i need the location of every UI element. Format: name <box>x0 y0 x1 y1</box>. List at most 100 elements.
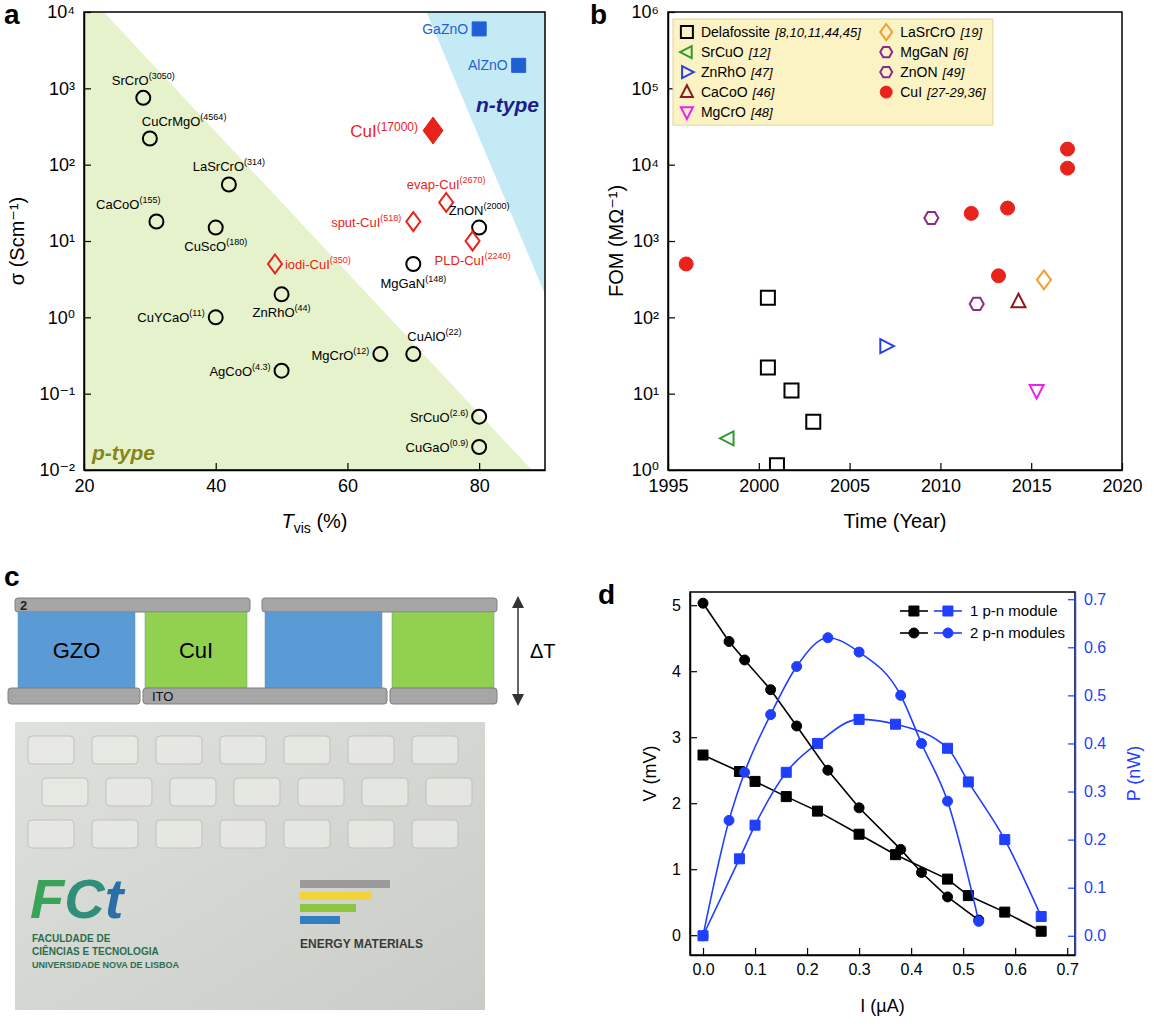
point-label-name: evap-CuI <box>407 177 460 192</box>
y2-axis-tick: 0.4 <box>1068 735 1106 752</box>
x-axis-tick-mark <box>963 948 964 955</box>
data-point <box>781 767 791 777</box>
data-point <box>143 132 157 146</box>
legend-marker <box>909 606 919 616</box>
data-line <box>703 638 979 936</box>
legend-name: MgCrO <box>701 104 746 120</box>
legend-item: ZnON[49] <box>880 64 964 80</box>
data-point <box>1036 926 1046 936</box>
material-block <box>145 612 247 688</box>
y2-axis-title: P (nW) <box>1124 746 1144 802</box>
x-axis-tick-mark <box>1122 463 1123 470</box>
y2-axis-tick-mark <box>1068 936 1075 937</box>
panel-b: 19952000200520102015202010⁰10¹10²10³10⁴1… <box>590 0 1143 532</box>
y2-axis-tick-mark <box>1068 695 1075 696</box>
y-axis-tick: 10⁻¹ <box>39 384 91 404</box>
x-axis-tick-label: 0.6 <box>1005 961 1027 978</box>
y-axis-tick-label: 4 <box>672 663 681 680</box>
data-point <box>209 310 223 324</box>
data-point <box>943 796 953 806</box>
data-point <box>512 58 526 72</box>
y2-axis-tick: 0.2 <box>1068 831 1106 848</box>
top-electrode <box>262 598 497 612</box>
legend-marker <box>681 107 693 119</box>
data-point <box>724 637 734 647</box>
photo-pad <box>106 778 152 806</box>
legend-item: MgGaN[6] <box>880 44 968 60</box>
point-label: SrCuO(2.6) <box>410 408 468 425</box>
data-point <box>406 347 420 361</box>
data-point <box>792 662 802 672</box>
legend-label: Delafossite[8,10,11,44,45] <box>701 24 861 40</box>
x-axis-tick-label: 80 <box>470 476 490 496</box>
x-axis-tick-mark <box>216 463 217 470</box>
x-axis-tick-mark <box>849 463 850 470</box>
legend-marker <box>682 66 694 78</box>
layer-mark: 2 <box>20 598 27 613</box>
point-label-note: (314) <box>244 157 265 167</box>
legend-name: LaSrCrO <box>900 24 955 40</box>
y2-axis-line <box>1075 593 1077 956</box>
x-axis: 20406080 <box>74 463 545 496</box>
point-label-name: GaZnO <box>422 21 468 37</box>
point-label: MgGaN(148) <box>380 274 446 291</box>
logo-stripe <box>300 892 372 900</box>
data-point <box>992 269 1006 283</box>
photo-pad <box>156 736 202 764</box>
plot-area <box>698 598 1046 941</box>
y-axis-tick-mark <box>690 671 697 672</box>
point-label-name: SrCuO <box>410 410 450 425</box>
photo-pad <box>92 736 138 764</box>
y-axis-tick-mark <box>690 935 697 936</box>
data-point <box>891 719 901 729</box>
x-axis-tick-mark <box>1031 463 1032 470</box>
y-axis-title: σ (Scm⁻¹) <box>6 197 28 285</box>
x-axis-tick: 80 <box>470 463 490 496</box>
data-point <box>209 221 223 235</box>
data-point <box>806 415 820 429</box>
legend-marker <box>681 85 693 97</box>
point-label: AlZnO <box>468 57 508 73</box>
y2-axis-tick-mark <box>1068 599 1075 600</box>
x-axis-tick: 2020 <box>1102 463 1142 496</box>
region <box>426 12 545 294</box>
plot-frame <box>84 12 545 470</box>
y-axis-tick: 10⁴ <box>631 155 675 175</box>
data-point <box>854 803 864 813</box>
legend-marker <box>681 26 693 38</box>
y-axis-tick: 10³ <box>633 231 675 251</box>
region-label: n-type <box>476 93 539 116</box>
gradient-arrow <box>517 604 519 698</box>
x-axis-tick-label: 2015 <box>1012 476 1052 496</box>
legend-name: CuI <box>900 84 922 100</box>
data-point <box>964 206 978 220</box>
legend-marker <box>880 86 892 98</box>
legend-refs: [6] <box>952 45 968 60</box>
data-point <box>917 868 927 878</box>
y2-axis-tick-label: 0.6 <box>1084 639 1106 656</box>
data-point <box>943 743 953 753</box>
y-axis-tick: 0 <box>672 927 697 944</box>
x-axis-tick-label: 20 <box>74 476 94 496</box>
data-point <box>854 714 864 724</box>
plot-area <box>679 142 1074 470</box>
photo-pad <box>234 778 280 806</box>
bottom-electrode <box>390 688 497 704</box>
data-point <box>766 685 776 695</box>
y-axis-tick-label: 3 <box>672 729 681 746</box>
photo-pad <box>28 736 74 764</box>
y2-axis-tick-label: 0.1 <box>1084 879 1106 896</box>
y2-axis-tick-label: 0.4 <box>1084 735 1106 752</box>
y-axis-tick: 10⁰ <box>632 460 675 480</box>
y-axis-tick-label: 10⁻² <box>39 460 75 480</box>
data-point <box>740 655 750 665</box>
panel-label: b <box>590 0 607 30</box>
data-point <box>943 892 953 902</box>
point-label: ZnRhO(44) <box>253 303 311 320</box>
x-axis-tick-label: 0.7 <box>1057 961 1079 978</box>
data-point <box>761 291 775 305</box>
photo <box>15 722 485 1010</box>
y-axis-tick: 2 <box>672 795 697 812</box>
y-axis: 10⁰10¹10²10³10⁴10⁵10⁶ <box>631 2 675 480</box>
region-label: p-type <box>91 441 155 464</box>
